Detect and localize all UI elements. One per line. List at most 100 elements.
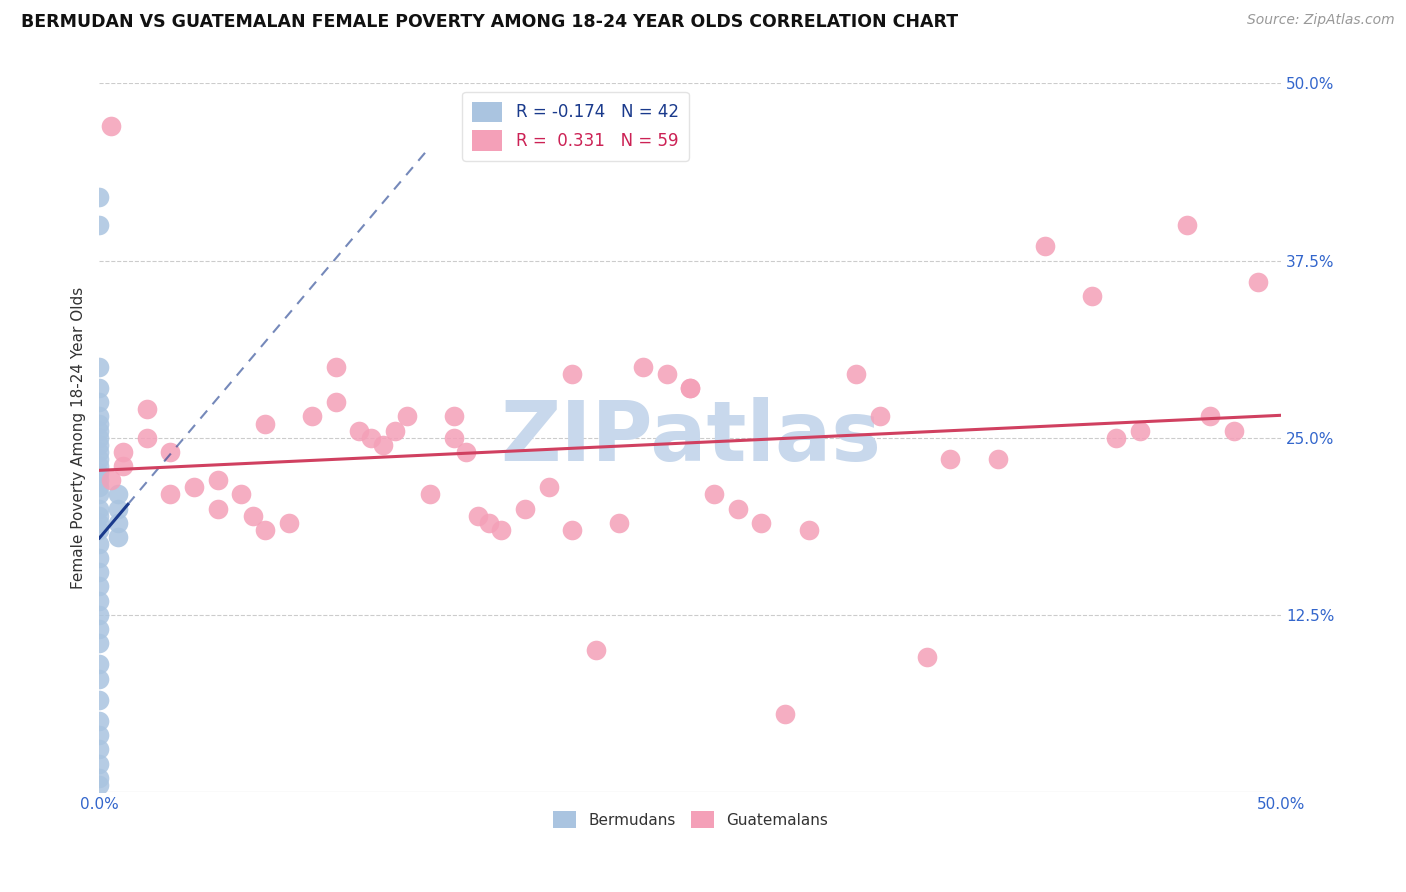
Point <box>277 516 299 530</box>
Point <box>89 381 111 395</box>
Point <box>89 218 111 232</box>
Point <box>89 537 111 551</box>
Point <box>1081 289 1104 303</box>
Point <box>89 458 111 473</box>
Point <box>89 487 111 501</box>
Point <box>1129 424 1152 438</box>
Point <box>454 445 477 459</box>
Point <box>845 367 868 381</box>
Point <box>467 508 489 523</box>
Point <box>253 417 276 431</box>
Point <box>159 445 181 459</box>
Point <box>478 516 501 530</box>
Point <box>112 445 135 459</box>
Point <box>89 395 111 409</box>
Point <box>89 359 111 374</box>
Point <box>419 487 441 501</box>
Point <box>1199 409 1222 424</box>
Point <box>89 473 111 487</box>
Point <box>939 452 962 467</box>
Point <box>135 402 157 417</box>
Point <box>89 672 111 686</box>
Point <box>987 452 1010 467</box>
Point <box>253 523 276 537</box>
Point <box>107 487 129 501</box>
Point <box>1223 424 1246 438</box>
Point <box>89 445 111 459</box>
Point <box>89 657 111 672</box>
Point <box>89 579 111 593</box>
Point <box>395 409 418 424</box>
Text: ZIPatlas: ZIPatlas <box>501 397 882 478</box>
Point <box>89 566 111 580</box>
Point <box>513 501 536 516</box>
Point <box>89 523 111 537</box>
Point <box>107 516 129 530</box>
Point <box>89 508 111 523</box>
Point <box>1105 431 1128 445</box>
Point <box>89 417 111 431</box>
Point <box>89 756 111 771</box>
Point <box>443 409 465 424</box>
Point <box>869 409 891 424</box>
Point <box>231 487 253 501</box>
Point <box>727 501 749 516</box>
Point <box>1175 218 1198 232</box>
Point <box>89 516 111 530</box>
Point <box>112 458 135 473</box>
Point <box>561 367 583 381</box>
Point <box>349 424 371 438</box>
Point <box>89 593 111 607</box>
Point <box>703 487 725 501</box>
Point <box>89 501 111 516</box>
Point <box>679 381 702 395</box>
Point <box>561 523 583 537</box>
Point <box>655 367 678 381</box>
Point <box>89 636 111 650</box>
Point <box>89 607 111 622</box>
Point <box>609 516 631 530</box>
Point <box>89 431 111 445</box>
Point <box>100 119 122 133</box>
Y-axis label: Female Poverty Among 18-24 Year Olds: Female Poverty Among 18-24 Year Olds <box>72 286 86 589</box>
Point <box>242 508 264 523</box>
Point <box>159 487 181 501</box>
Point <box>100 473 122 487</box>
Point <box>89 190 111 204</box>
Point <box>749 516 772 530</box>
Text: BERMUDAN VS GUATEMALAN FEMALE POVERTY AMONG 18-24 YEAR OLDS CORRELATION CHART: BERMUDAN VS GUATEMALAN FEMALE POVERTY AM… <box>21 13 959 31</box>
Point <box>89 771 111 785</box>
Point <box>89 551 111 566</box>
Point <box>325 359 347 374</box>
Point <box>1247 275 1270 289</box>
Point <box>537 480 560 494</box>
Point <box>773 706 796 721</box>
Point <box>89 480 111 494</box>
Point <box>384 424 406 438</box>
Text: Source: ZipAtlas.com: Source: ZipAtlas.com <box>1247 13 1395 28</box>
Point <box>679 381 702 395</box>
Point <box>915 650 938 665</box>
Point <box>585 643 607 657</box>
Point <box>1033 239 1056 253</box>
Point <box>89 742 111 756</box>
Point <box>89 424 111 438</box>
Point <box>89 452 111 467</box>
Point <box>207 501 229 516</box>
Point <box>325 395 347 409</box>
Point <box>107 501 129 516</box>
Point <box>491 523 513 537</box>
Point <box>360 431 382 445</box>
Point <box>797 523 820 537</box>
Point <box>89 466 111 480</box>
Point <box>107 530 129 544</box>
Point <box>89 622 111 636</box>
Point <box>371 438 394 452</box>
Point <box>89 728 111 742</box>
Legend: Bermudans, Guatemalans: Bermudans, Guatemalans <box>547 805 834 834</box>
Point <box>631 359 654 374</box>
Point <box>183 480 205 494</box>
Point <box>443 431 465 445</box>
Point <box>207 473 229 487</box>
Point <box>89 714 111 728</box>
